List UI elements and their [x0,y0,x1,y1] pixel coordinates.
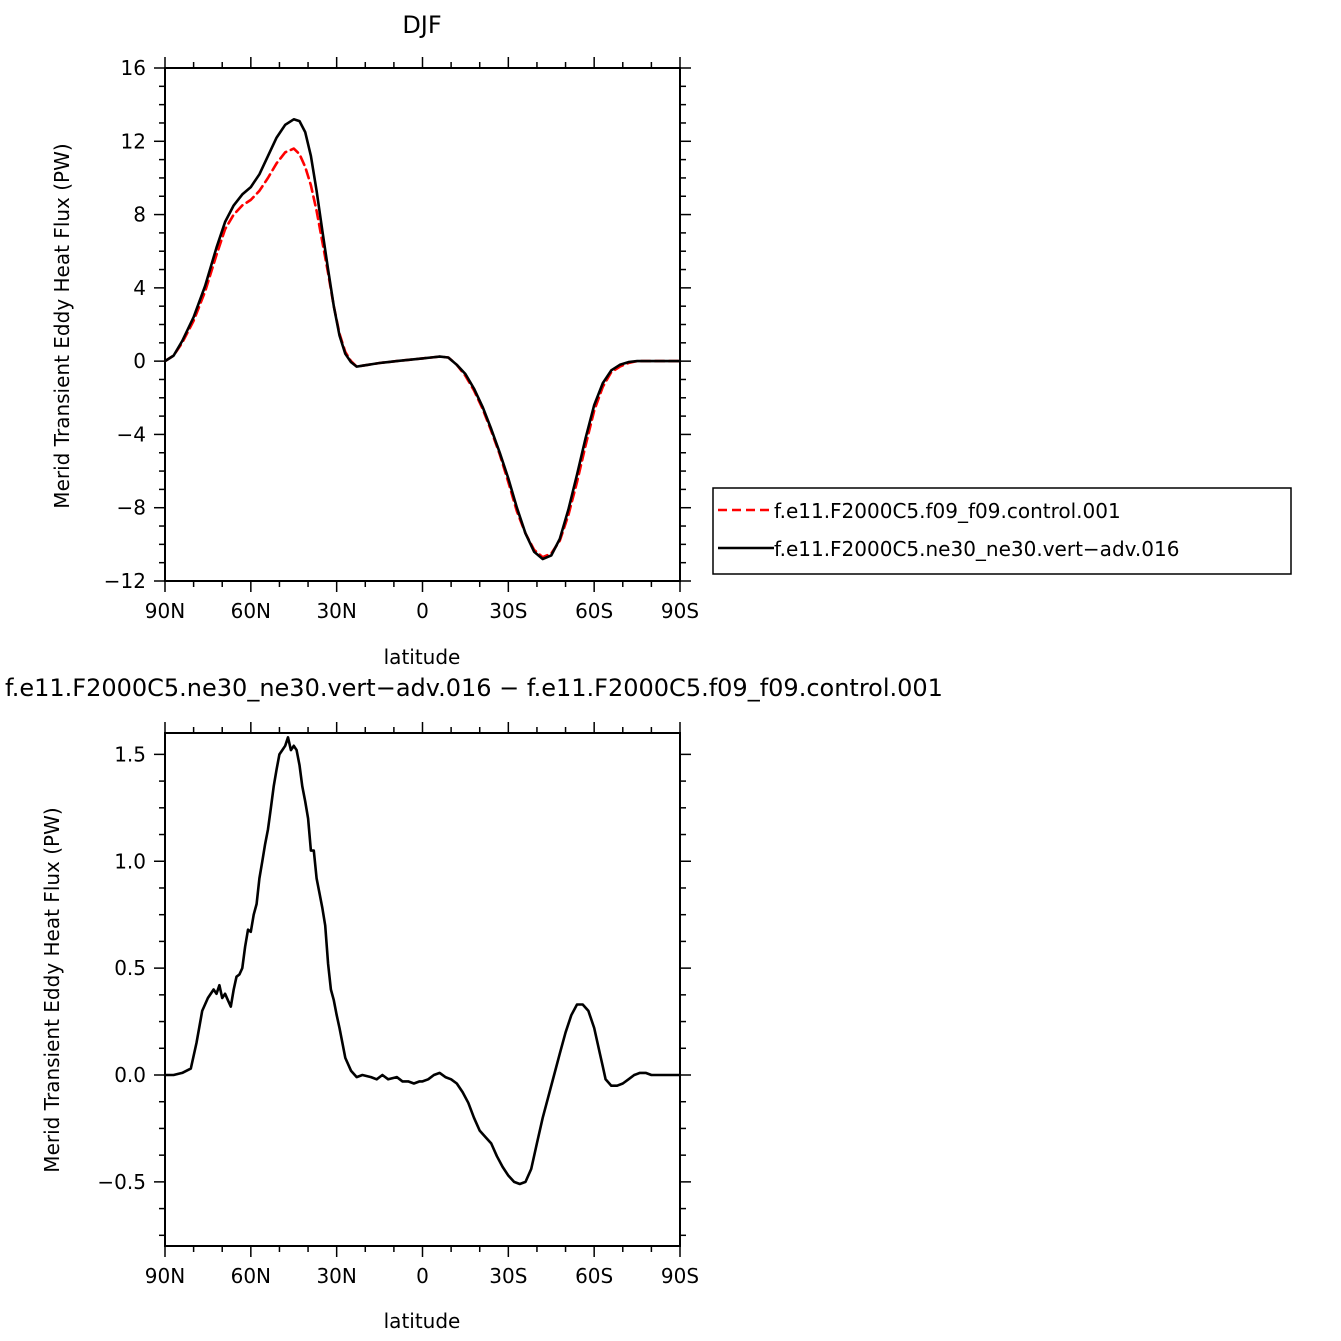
top-chart-y-tick-label: −4 [117,422,146,446]
bottom-chart: f.e11.F2000C5.ne30_ne30.vert−adv.016 − f… [5,674,943,1333]
bottom-chart-frame [164,732,681,1247]
bottom-chart-lines [163,735,682,1186]
legend: f.e11.F2000C5.f09_f09.control.001 f.e11.… [712,487,1292,575]
top-chart-x-tick-label: 30N [316,599,356,623]
bottom-chart-x-tick-label: 60S [575,1264,613,1288]
bottom-chart-ticks: 90N 60N 30N 0 30S 60S 90S 1.5 1.0 0.5 0.0 −0.5 [97,722,699,1288]
legend-label-vert-adv: f.e11.F2000C5.ne30_ne30.vert−adv.016 [774,537,1179,561]
bottom-chart-x-tick-label: 60N [231,1264,271,1288]
bottom-chart-x-tick-label: 30N [316,1264,356,1288]
bottom-chart-x-tick-label: 0 [416,1264,429,1288]
bottom-chart-x-axis-label: latitude [384,1309,461,1333]
bottom-chart-x-tick-label: 90N [145,1264,185,1288]
top-chart-y-tick-label: −12 [104,569,146,593]
top-chart-x-axis-label: latitude [384,645,461,669]
top-chart-frame [164,67,681,582]
bottom-chart-x-tick-label: 90S [661,1264,699,1288]
top-chart-x-tick-label: 90N [145,599,185,623]
legend-label-control: f.e11.F2000C5.f09_f09.control.001 [774,499,1121,523]
top-chart-y-axis-label: Merid Transient Eddy Heat Flux (PW) [50,143,74,508]
bottom-chart-y-tick-label: 0.0 [114,1063,146,1087]
bottom-chart-y-tick-label: 1.5 [114,742,146,766]
top-chart-y-tick-label: 0 [133,349,146,373]
top-chart-lines [163,118,682,561]
top-chart-y-tick-label: 16 [121,56,146,80]
bottom-chart-title: f.e11.F2000C5.ne30_ne30.vert−adv.016 − f… [5,674,943,702]
top-chart-ticks: 90N 60N 30N 0 30S 60S 90S 16 12 8 4 0 −4 −8 −12 [104,56,699,623]
bottom-chart-y-tick-label: 1.0 [114,849,146,873]
top-chart-title: DJF [402,11,441,39]
top-chart-y-tick-label: 12 [121,129,146,153]
bottom-chart-y-tick-label: 0.5 [114,956,146,980]
top-chart: DJF 90N 60N 30N 0 30S 60S 90S 16 12 8 4 0 −4 −8 −12 Me… [50,11,699,669]
top-chart-series-line-1 [163,118,682,561]
top-chart-y-tick-label: 4 [133,276,146,300]
bottom-chart-series-line-0 [163,735,682,1186]
bottom-chart-y-axis-label: Merid Transient Eddy Heat Flux (PW) [40,807,64,1172]
top-chart-x-tick-label: 30S [489,599,527,623]
top-chart-x-tick-label: 90S [661,599,699,623]
top-chart-y-tick-label: 8 [133,203,146,227]
top-chart-x-tick-label: 0 [416,599,429,623]
legend-box [712,487,1292,575]
bottom-chart-y-tick-label: −0.5 [97,1170,146,1194]
top-chart-y-tick-label: −8 [117,496,146,520]
bottom-chart-x-tick-label: 30S [489,1264,527,1288]
top-chart-x-tick-label: 60N [231,599,271,623]
top-chart-x-tick-label: 60S [575,599,613,623]
